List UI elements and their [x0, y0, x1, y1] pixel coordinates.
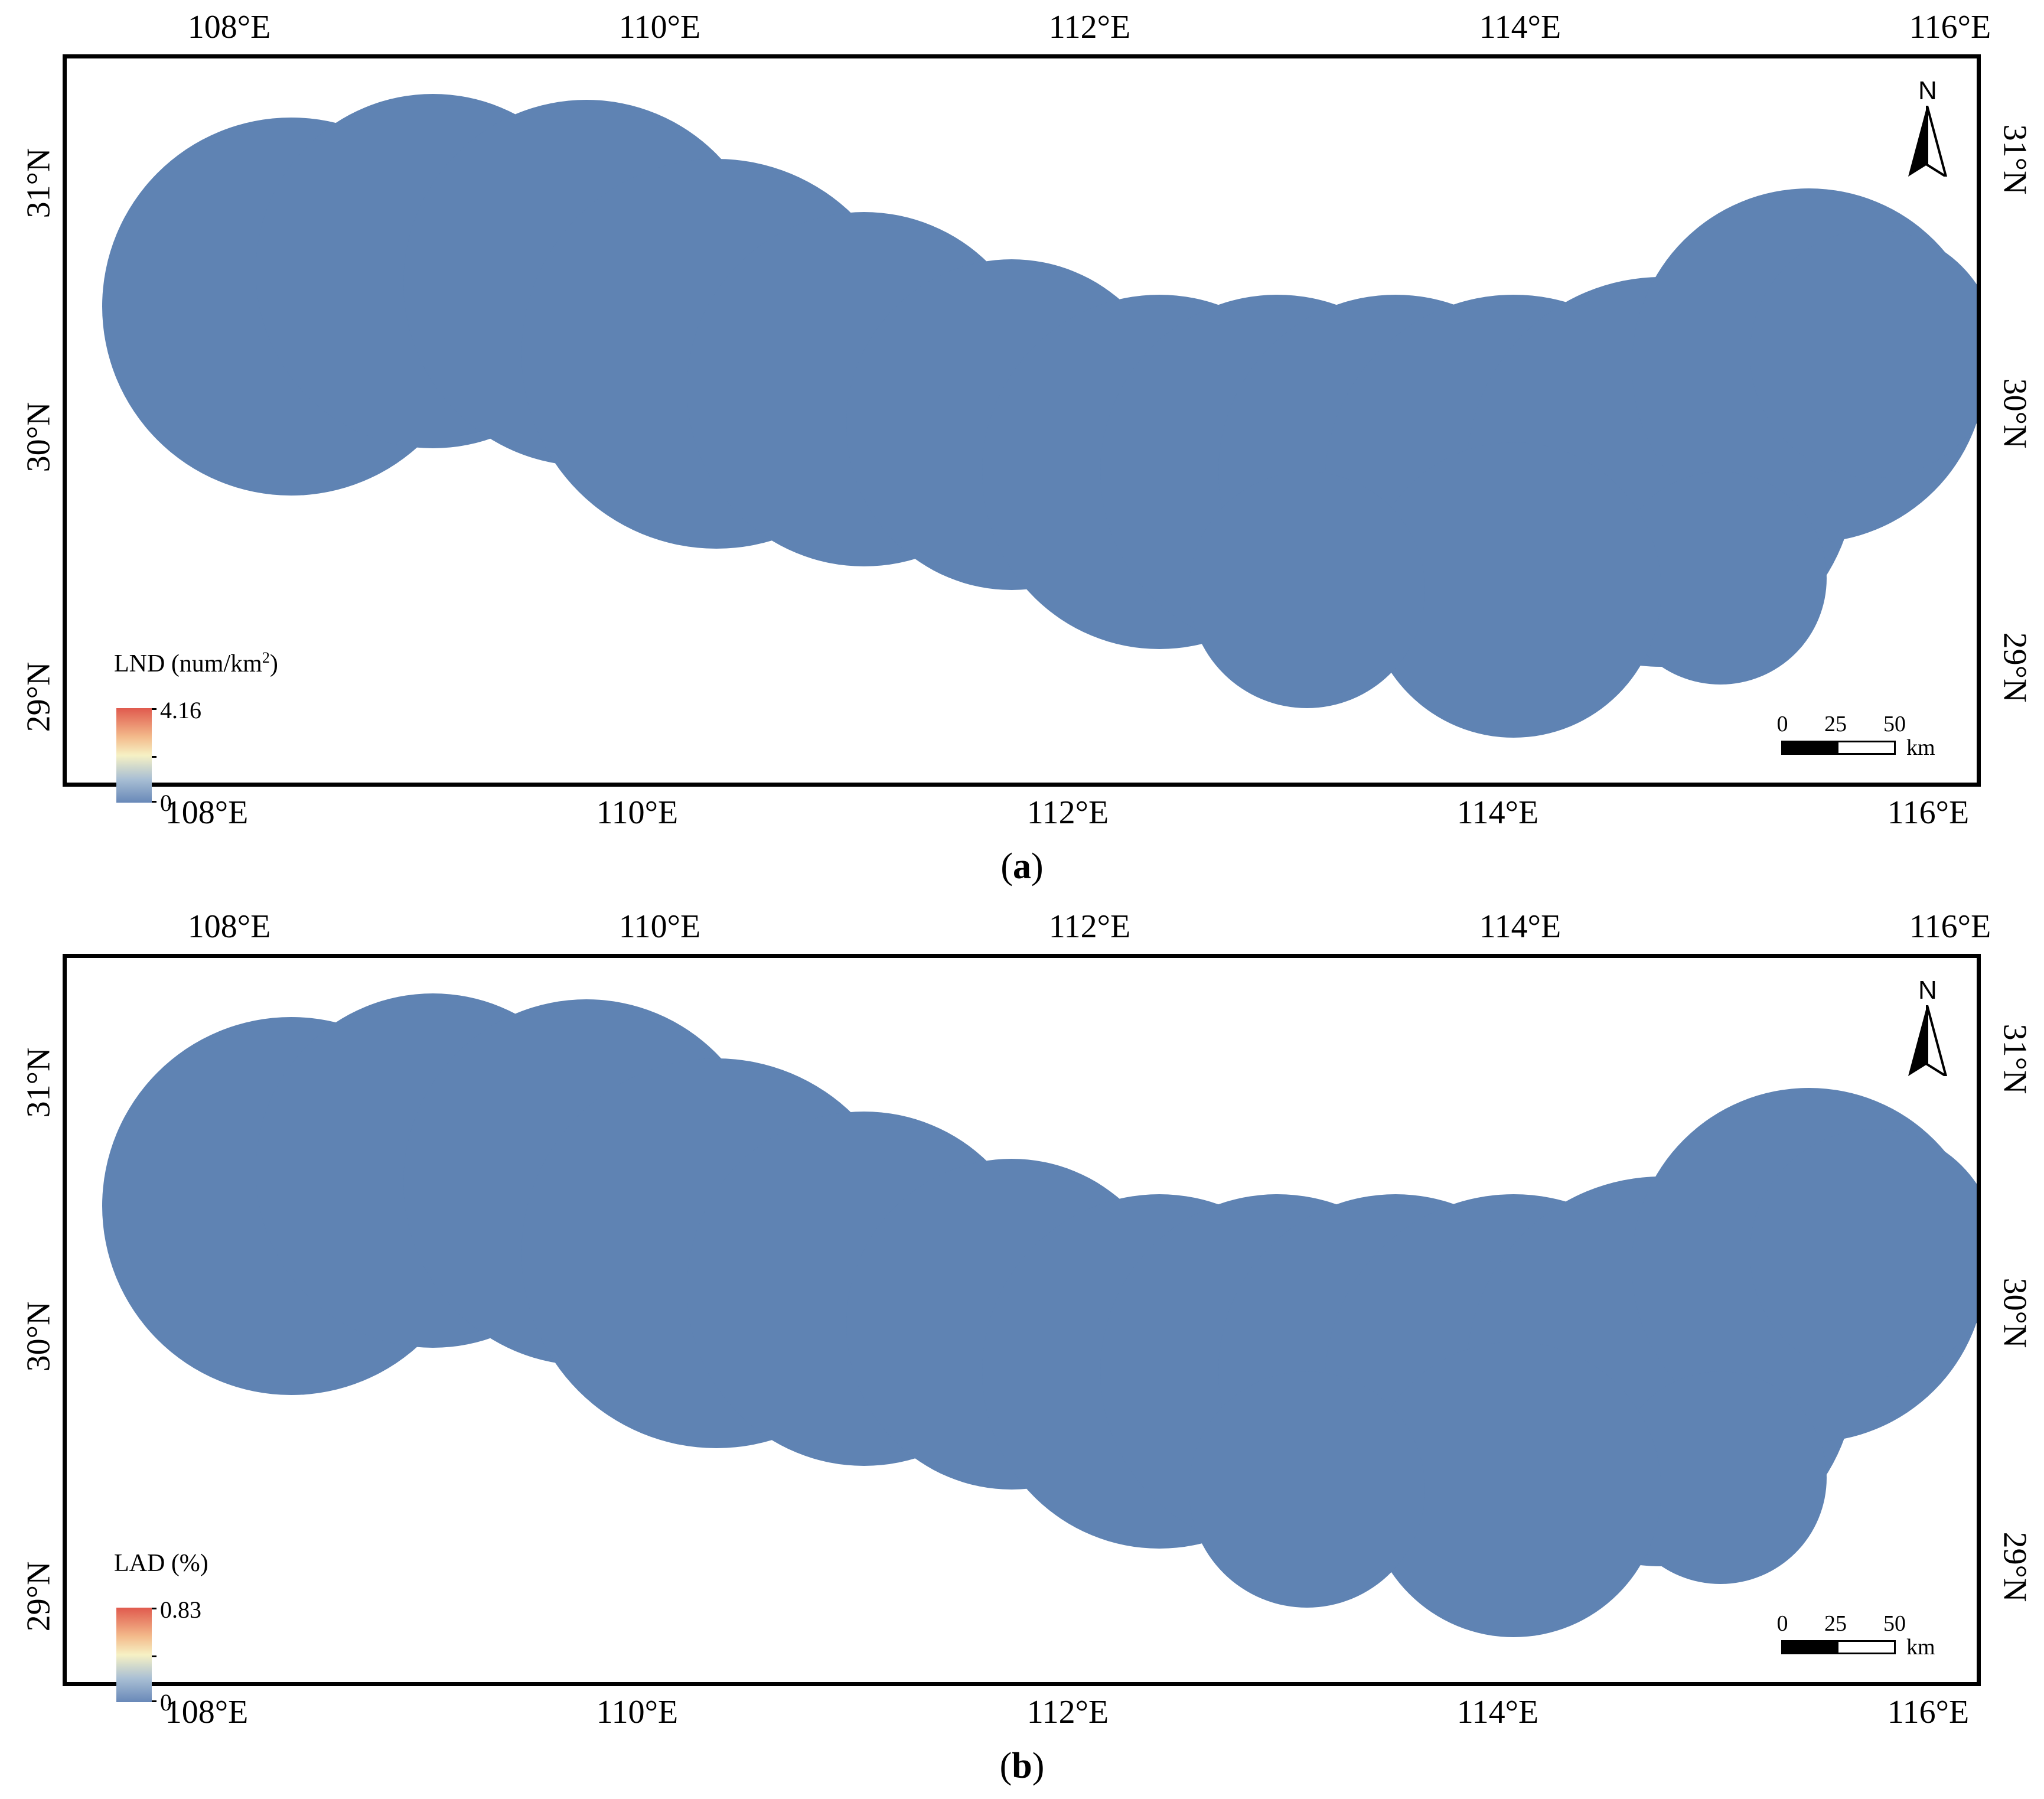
right-lat-tick-30: 30°N: [1998, 379, 2031, 449]
bottom-lon-tick-116: 116°E: [1887, 796, 1970, 829]
north-label: N: [1918, 976, 1937, 1005]
legend-tick-max: [152, 1608, 157, 1609]
north-arrow-icon: [1903, 1005, 1951, 1076]
top-lon-tick-110: 110°E: [619, 11, 701, 44]
left-lat-tick-29: 29°N: [22, 1562, 55, 1632]
top-lon-tick-116: 116°E: [1909, 11, 1991, 44]
legend-color-ramp: [116, 1608, 152, 1702]
north-arrow-icon: [1903, 106, 1951, 177]
bottom-lon-tick-116: 116°E: [1887, 1696, 1970, 1729]
left-lat-tick-30: 30°N: [22, 402, 55, 472]
bottom-lon-tick-110: 110°E: [596, 1696, 679, 1729]
legend-tick-mid: [152, 756, 157, 758]
top-lon-tick-112: 112°E: [1049, 11, 1131, 44]
right-lat-tick-31: 31°N: [1998, 125, 2031, 195]
map-canvas: [67, 958, 1977, 1682]
left-lat-tick-31: 31°N: [22, 1048, 55, 1118]
bottom-lon-tick-114: 114°E: [1457, 1696, 1539, 1729]
study-area-region: [102, 993, 1977, 1637]
panel-caption-a: (a): [0, 846, 2044, 888]
scale-label-0: 0: [1777, 711, 1788, 737]
scale-label-50: 50: [1883, 1611, 1906, 1637]
legend-min-value: 0: [160, 1689, 172, 1716]
scale-bar: [1781, 741, 1896, 755]
map-frame: LAD (%) 0.83 0 N 0 25 50 km: [63, 954, 1981, 1686]
bottom-lon-tick-110: 110°E: [596, 796, 679, 829]
scale-label-25: 25: [1824, 1611, 1847, 1637]
right-lat-tick-29: 29°N: [1998, 1532, 2031, 1602]
left-lat-tick-31: 31°N: [22, 148, 55, 219]
scale-unit: km: [1906, 735, 1935, 761]
map-panel-a: 108°E 110°E 112°E 114°E 116°E 108°E 110°…: [0, 0, 2044, 900]
right-lat-tick-31: 31°N: [1998, 1024, 2031, 1094]
scale-bar: [1781, 1640, 1896, 1654]
left-lat-tick-30: 30°N: [22, 1302, 55, 1372]
north-label: N: [1918, 76, 1937, 106]
top-lon-tick-112: 112°E: [1049, 910, 1131, 943]
panel-caption-b: (b): [0, 1745, 2044, 1787]
bottom-lon-tick-108: 108°E: [165, 796, 249, 829]
legend-tick-min: [152, 1700, 157, 1702]
map-frame: LND (num/km2) 4.16 0 N 0 25 50 km: [63, 54, 1981, 787]
scale-label-0: 0: [1777, 1611, 1788, 1637]
bottom-lon-tick-108: 108°E: [165, 1696, 249, 1729]
legend-color-ramp: [116, 708, 152, 803]
left-lat-tick-29: 29°N: [22, 662, 55, 732]
right-lat-tick-29: 29°N: [1998, 633, 2031, 703]
map-panel-b: 108°E 110°E 112°E 114°E 116°E 108°E 110°…: [0, 900, 2044, 1799]
legend-tick-max: [152, 708, 157, 710]
top-lon-tick-108: 108°E: [188, 910, 271, 943]
map-canvas: [67, 58, 1977, 783]
bottom-lon-tick-112: 112°E: [1027, 1696, 1109, 1729]
legend-title: LND (num/km2): [114, 649, 278, 678]
right-lat-tick-30: 30°N: [1998, 1278, 2031, 1348]
bottom-lon-tick-114: 114°E: [1457, 796, 1539, 829]
legend-min-value: 0: [160, 789, 172, 817]
legend-tick-mid: [152, 1655, 157, 1657]
scale-label-50: 50: [1883, 711, 1906, 737]
legend-title: LAD (%): [114, 1549, 208, 1578]
scale-label-25: 25: [1824, 711, 1847, 737]
scale-unit: km: [1906, 1634, 1935, 1660]
top-lon-tick-114: 114°E: [1479, 910, 1561, 943]
top-lon-tick-114: 114°E: [1479, 11, 1561, 44]
legend-tick-min: [152, 801, 157, 803]
legend-max-value: 0.83: [160, 1596, 201, 1624]
legend-max-value: 4.16: [160, 696, 201, 724]
top-lon-tick-110: 110°E: [619, 910, 701, 943]
top-lon-tick-108: 108°E: [188, 11, 271, 44]
top-lon-tick-116: 116°E: [1909, 910, 1991, 943]
bottom-lon-tick-112: 112°E: [1027, 796, 1109, 829]
study-area-region: [102, 94, 1977, 738]
